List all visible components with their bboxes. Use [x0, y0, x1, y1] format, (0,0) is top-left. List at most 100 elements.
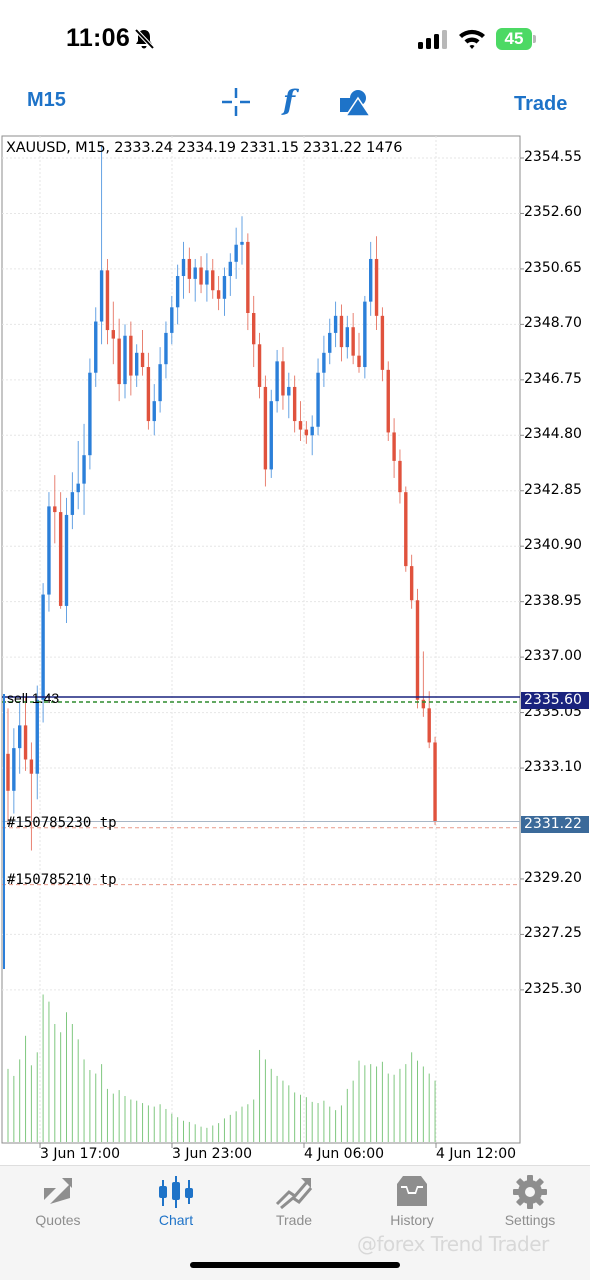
candle-body — [205, 270, 209, 285]
candle-body — [427, 708, 431, 743]
chart-canvas[interactable] — [0, 134, 590, 1164]
time-tick-label: 4 Jun 12:00 — [436, 1146, 517, 1162]
candle — [123, 324, 127, 399]
candle-body — [175, 276, 180, 308]
price-tick-label: 2342.85 — [524, 481, 582, 498]
candle — [398, 449, 402, 504]
candle — [328, 318, 332, 365]
candle — [234, 227, 238, 279]
candle — [18, 702, 22, 774]
tp-line-label[interactable]: #150785210 tp — [7, 872, 117, 888]
time-tick-label: 4 Jun 06:00 — [304, 1146, 385, 1162]
candle — [281, 347, 285, 410]
candle-body — [129, 335, 133, 376]
candle — [339, 304, 344, 362]
candle — [41, 583, 45, 723]
candle-body — [164, 332, 168, 365]
sell-line-label[interactable]: sell 1.43 — [7, 690, 60, 706]
trade-button[interactable]: Trade — [514, 93, 568, 115]
candle — [158, 347, 162, 413]
candle-body — [94, 321, 98, 373]
candle-body — [257, 344, 262, 387]
status-time: 11:06 — [66, 24, 131, 52]
chart-toolbar: M15 f Trade — [0, 80, 590, 132]
candle-body — [246, 241, 250, 313]
tab-trade[interactable]: Trade — [244, 1174, 344, 1240]
candle-body — [374, 258, 379, 316]
candle — [404, 486, 408, 572]
candle-body — [99, 270, 104, 322]
candle-body — [287, 386, 291, 396]
candle-body — [152, 401, 156, 422]
tab-label: Chart — [158, 1212, 194, 1228]
candle-body — [76, 483, 80, 493]
price-tick-label: 2338.95 — [524, 592, 582, 609]
timeframe-button[interactable]: M15 — [27, 89, 66, 111]
candle-body — [298, 421, 303, 430]
candle-body — [263, 386, 268, 470]
candle-body — [386, 369, 390, 433]
candle — [53, 475, 57, 544]
candle — [205, 253, 209, 302]
tab-history[interactable]: History — [362, 1174, 462, 1240]
bid-price-tag: 2331.22 — [521, 816, 589, 833]
candle — [345, 315, 349, 359]
candle — [374, 236, 379, 331]
price-tick-label: 2327.25 — [524, 925, 582, 942]
candle — [257, 332, 262, 399]
tab-label: History — [390, 1212, 434, 1228]
price-tick-label: 2352.60 — [524, 204, 582, 221]
candle — [292, 375, 297, 433]
candle-body — [269, 401, 273, 470]
candle — [357, 332, 361, 373]
tab-chart[interactable]: Chart — [126, 1174, 226, 1240]
candle — [380, 307, 385, 382]
candle-body — [35, 699, 39, 774]
candle-body — [328, 332, 332, 353]
candle-body — [421, 699, 426, 709]
price-tick-label: 2350.65 — [524, 259, 582, 276]
candle — [170, 295, 174, 345]
price-chart[interactable]: XAUUSD, M15, 2333.24 2334.19 2331.15 233… — [0, 134, 590, 1164]
candle — [181, 241, 186, 299]
candle — [6, 708, 10, 825]
crosshair-icon[interactable] — [220, 86, 252, 118]
candle-body — [216, 290, 221, 299]
candle-body — [316, 372, 320, 427]
tp-line-label[interactable]: #150785230 tp — [7, 815, 117, 831]
candle — [187, 247, 192, 294]
candle-body — [275, 361, 279, 402]
candle — [298, 401, 303, 441]
candle-body — [357, 355, 361, 368]
candle — [433, 736, 437, 825]
candle-body — [404, 492, 408, 567]
candle-body — [6, 753, 10, 791]
candle-body — [58, 512, 63, 606]
candle-body — [135, 352, 139, 376]
candle-body — [111, 330, 115, 339]
candle-body — [53, 506, 57, 513]
candle — [392, 418, 396, 478]
candle — [99, 145, 104, 345]
bell-slash-icon — [134, 28, 155, 50]
tab-quotes[interactable]: Quotes — [8, 1174, 108, 1240]
candle-body — [409, 566, 414, 601]
time-tick-label: 3 Jun 17:00 — [40, 1146, 121, 1162]
quotes-icon — [44, 1178, 72, 1204]
settings-icon — [513, 1175, 547, 1209]
candle — [111, 301, 115, 365]
candle-body — [222, 276, 227, 299]
candle-body — [12, 748, 16, 791]
candle-body — [140, 352, 145, 368]
candle-body — [146, 367, 151, 422]
objects-icon[interactable] — [338, 86, 372, 118]
indicators-icon[interactable]: f — [283, 84, 296, 117]
tab-settings[interactable]: Settings — [480, 1174, 580, 1240]
candle-body — [310, 426, 314, 436]
home-indicator — [190, 1262, 400, 1268]
candle — [275, 349, 279, 413]
candle-body — [47, 506, 51, 595]
candle-body — [193, 267, 197, 279]
candle-body — [281, 361, 285, 396]
candle-body — [105, 270, 110, 331]
